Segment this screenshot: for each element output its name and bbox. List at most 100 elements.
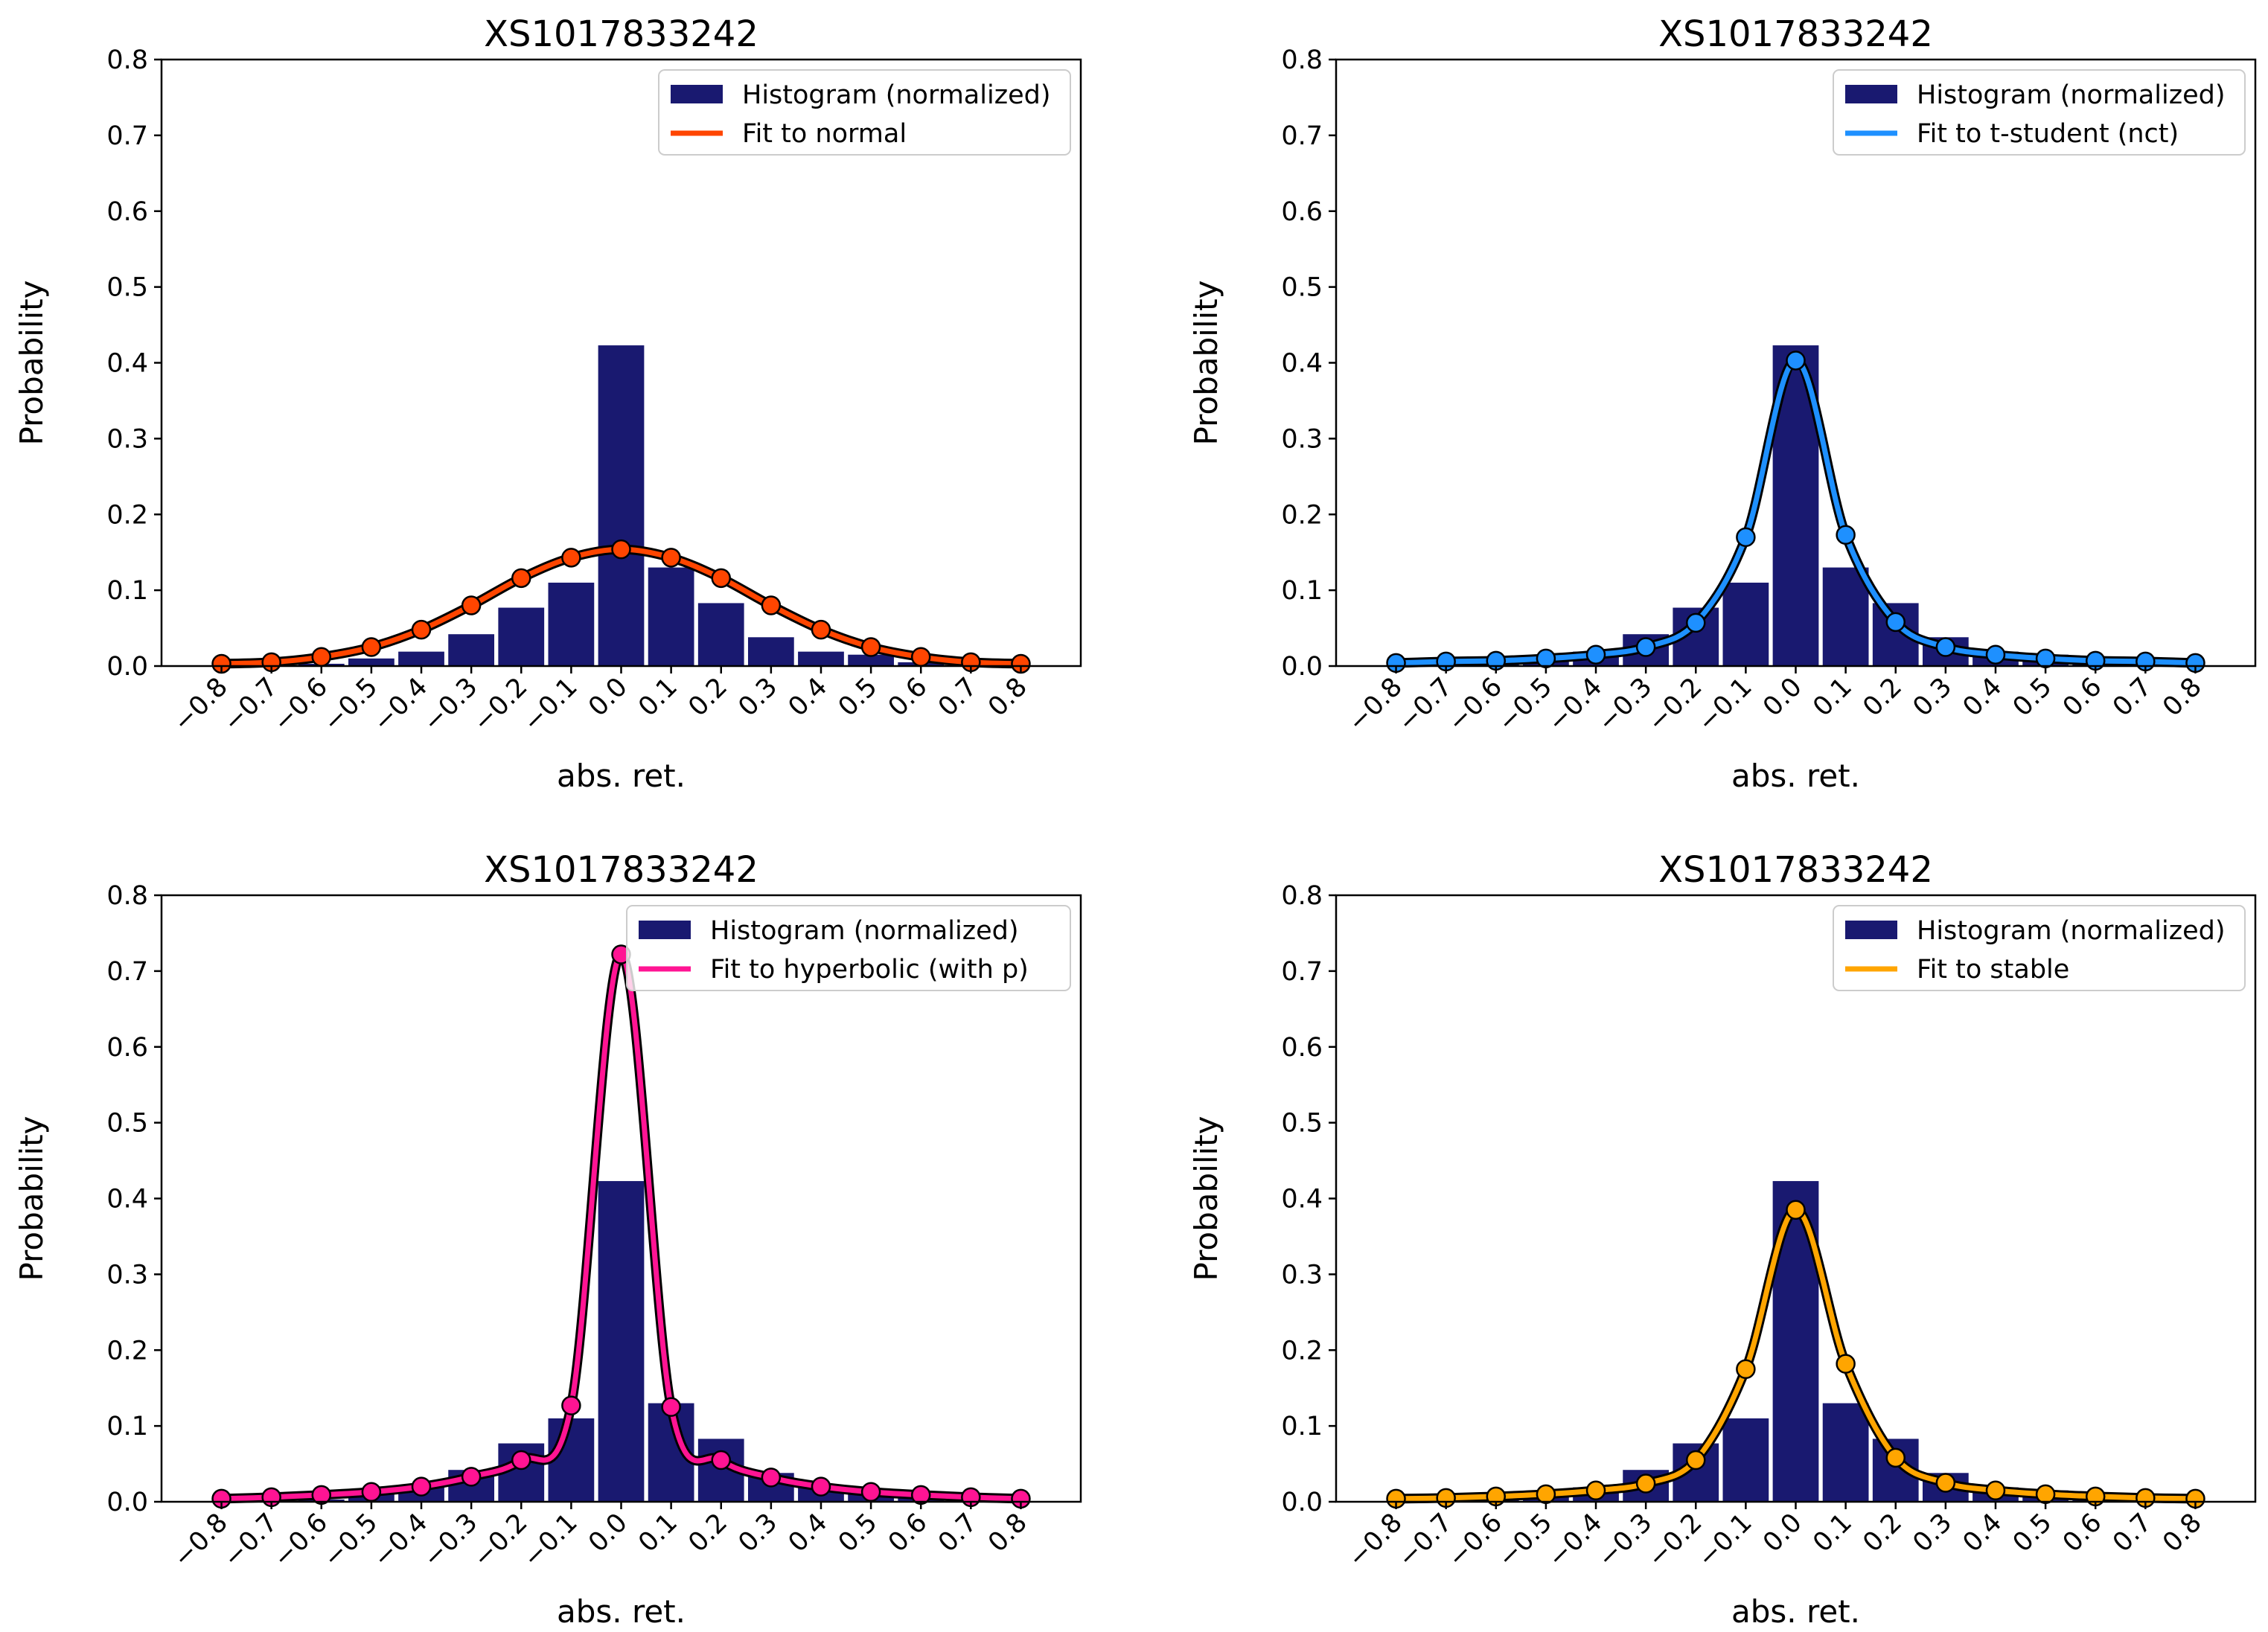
x-tick-label: 0.0 bbox=[583, 1508, 633, 1558]
legend: Histogram (normalized) Fit to hyperbolic … bbox=[626, 905, 1071, 991]
fit-marker bbox=[1935, 637, 1956, 657]
fit-marker bbox=[761, 1468, 782, 1488]
x-tick-label: −0.1 bbox=[1692, 1508, 1757, 1573]
x-axis-label: abs. ret. bbox=[557, 758, 686, 794]
x-tick-label: 0.2 bbox=[1857, 1508, 1908, 1558]
legend-label-histogram: Histogram (normalized) bbox=[710, 916, 1018, 946]
x-tick-label: −0.4 bbox=[368, 672, 433, 737]
fit-marker bbox=[811, 619, 831, 640]
x-tick-label: 0.3 bbox=[1908, 672, 1958, 723]
x-tick-label: −0.4 bbox=[1542, 1508, 1608, 1573]
fit-marker bbox=[1786, 1200, 1806, 1220]
histogram-bars bbox=[298, 1181, 945, 1502]
fit-marker bbox=[910, 647, 931, 668]
x-tick-label: −0.5 bbox=[318, 1508, 383, 1573]
chart-title: XS1017833242 bbox=[1658, 13, 1933, 55]
x-tick-label: 0.4 bbox=[783, 672, 834, 723]
y-tick-label: 0.8 bbox=[1281, 45, 1323, 75]
y-tick-label: 0.6 bbox=[1281, 197, 1323, 227]
y-tick-label: 0.3 bbox=[106, 424, 148, 454]
legend-swatch-histogram bbox=[1845, 85, 1897, 103]
histogram-bars bbox=[1472, 1181, 2119, 1502]
y-tick-label: 0.7 bbox=[1281, 121, 1323, 151]
legend: Histogram (normalized) Fit to stable bbox=[1833, 905, 2246, 991]
fit-marker bbox=[1536, 1484, 1556, 1505]
fit-marker bbox=[611, 539, 631, 560]
legend-swatch-histogram bbox=[1845, 921, 1897, 939]
chart-panel-1: 0.00.10.20.30.40.50.60.70.8−0.8−0.7−0.6−… bbox=[13, 13, 1082, 794]
fit-marker bbox=[2035, 1484, 2056, 1505]
fit-marker bbox=[361, 637, 382, 657]
x-tick-label: 0.3 bbox=[1908, 1508, 1958, 1558]
histogram-bar bbox=[1822, 567, 1869, 666]
x-axis-label: abs. ret. bbox=[557, 1593, 686, 1630]
legend-box bbox=[626, 905, 1071, 991]
x-tick-label: 0.6 bbox=[2057, 1508, 2108, 1558]
histogram-bars bbox=[298, 345, 945, 666]
x-tick-label: −0.5 bbox=[1492, 1508, 1558, 1573]
x-tick-label: −0.4 bbox=[368, 1508, 433, 1573]
y-tick-label: 0.3 bbox=[1281, 1260, 1323, 1290]
x-tick-label: 0.2 bbox=[1857, 672, 1908, 723]
chart-panel-3: 0.00.10.20.30.40.50.60.70.8−0.8−0.7−0.6−… bbox=[13, 849, 1082, 1630]
histogram-bar bbox=[548, 582, 595, 666]
x-tick-label: −0.5 bbox=[318, 672, 383, 737]
histogram-bar bbox=[598, 345, 645, 666]
fit-marker bbox=[1985, 644, 2006, 665]
y-tick-label: 0.0 bbox=[1281, 652, 1323, 682]
fit-marker bbox=[411, 619, 432, 640]
fit-marker bbox=[1686, 612, 1706, 633]
fit-marker bbox=[361, 1482, 382, 1503]
legend: Histogram (normalized) Fit to normal bbox=[658, 69, 1071, 156]
x-tick-label: −0.6 bbox=[268, 1508, 333, 1573]
x-tick-label: 0.0 bbox=[583, 672, 633, 723]
y-tick-label: 0.8 bbox=[1281, 881, 1323, 911]
histogram-bar bbox=[398, 651, 444, 666]
x-tick-label: −0.7 bbox=[1393, 1508, 1458, 1573]
x-tick-label: −0.3 bbox=[418, 672, 483, 737]
x-tick-label: −0.2 bbox=[467, 672, 533, 737]
y-tick-label: 0.3 bbox=[1281, 424, 1323, 454]
x-tick-label: −0.1 bbox=[517, 1508, 583, 1573]
histogram-bar bbox=[1722, 1418, 1769, 1502]
x-tick-label: 0.8 bbox=[2157, 1508, 2208, 1558]
fit-marker bbox=[711, 1450, 731, 1471]
fit-marker bbox=[311, 647, 332, 668]
fit-marker bbox=[1686, 1450, 1706, 1471]
x-tick-label: 0.5 bbox=[833, 1508, 884, 1558]
fit-marker bbox=[561, 548, 581, 568]
x-tick-label: 0.2 bbox=[683, 1508, 733, 1558]
y-tick-label: 0.0 bbox=[106, 1488, 148, 1517]
fit-marker bbox=[1885, 1447, 1906, 1468]
chart-title: XS1017833242 bbox=[484, 849, 758, 891]
y-tick-label: 0.1 bbox=[1281, 1412, 1323, 1441]
x-tick-label: −0.8 bbox=[168, 1508, 234, 1573]
histogram-bar bbox=[848, 654, 894, 666]
y-axis-label: Probability bbox=[13, 280, 50, 445]
x-tick-label: 0.6 bbox=[883, 672, 933, 723]
x-tick-label: 0.6 bbox=[2057, 672, 2108, 723]
x-tick-label: 0.1 bbox=[1807, 672, 1858, 723]
legend-box bbox=[1833, 905, 2246, 991]
chart-panel-2: 0.00.10.20.30.40.50.60.70.8−0.8−0.7−0.6−… bbox=[1188, 13, 2257, 794]
histogram-bars bbox=[1472, 345, 2119, 666]
y-tick-label: 0.2 bbox=[1281, 500, 1323, 530]
x-tick-label: −0.2 bbox=[467, 1508, 533, 1573]
x-tick-label: 0.8 bbox=[983, 672, 1033, 723]
fit-marker bbox=[1786, 351, 1806, 371]
x-tick-label: −0.8 bbox=[1343, 672, 1408, 737]
x-tick-label: 0.3 bbox=[733, 1508, 784, 1558]
y-tick-label: 0.5 bbox=[106, 273, 148, 303]
histogram-bar bbox=[798, 651, 844, 666]
fit-marker bbox=[1836, 525, 1856, 545]
y-tick-label: 0.3 bbox=[106, 1260, 148, 1290]
fit-marker bbox=[1536, 648, 1556, 669]
x-tick-label: −0.2 bbox=[1642, 1508, 1708, 1573]
x-tick-label: 0.5 bbox=[2007, 1508, 2058, 1558]
legend-label-histogram: Histogram (normalized) bbox=[1917, 916, 2225, 946]
fit-marker bbox=[2035, 648, 2056, 669]
histogram-bar bbox=[448, 634, 495, 666]
x-tick-label: −0.6 bbox=[268, 672, 333, 737]
y-axis-label: Probability bbox=[1188, 280, 1224, 445]
fit-marker bbox=[1836, 1354, 1856, 1374]
